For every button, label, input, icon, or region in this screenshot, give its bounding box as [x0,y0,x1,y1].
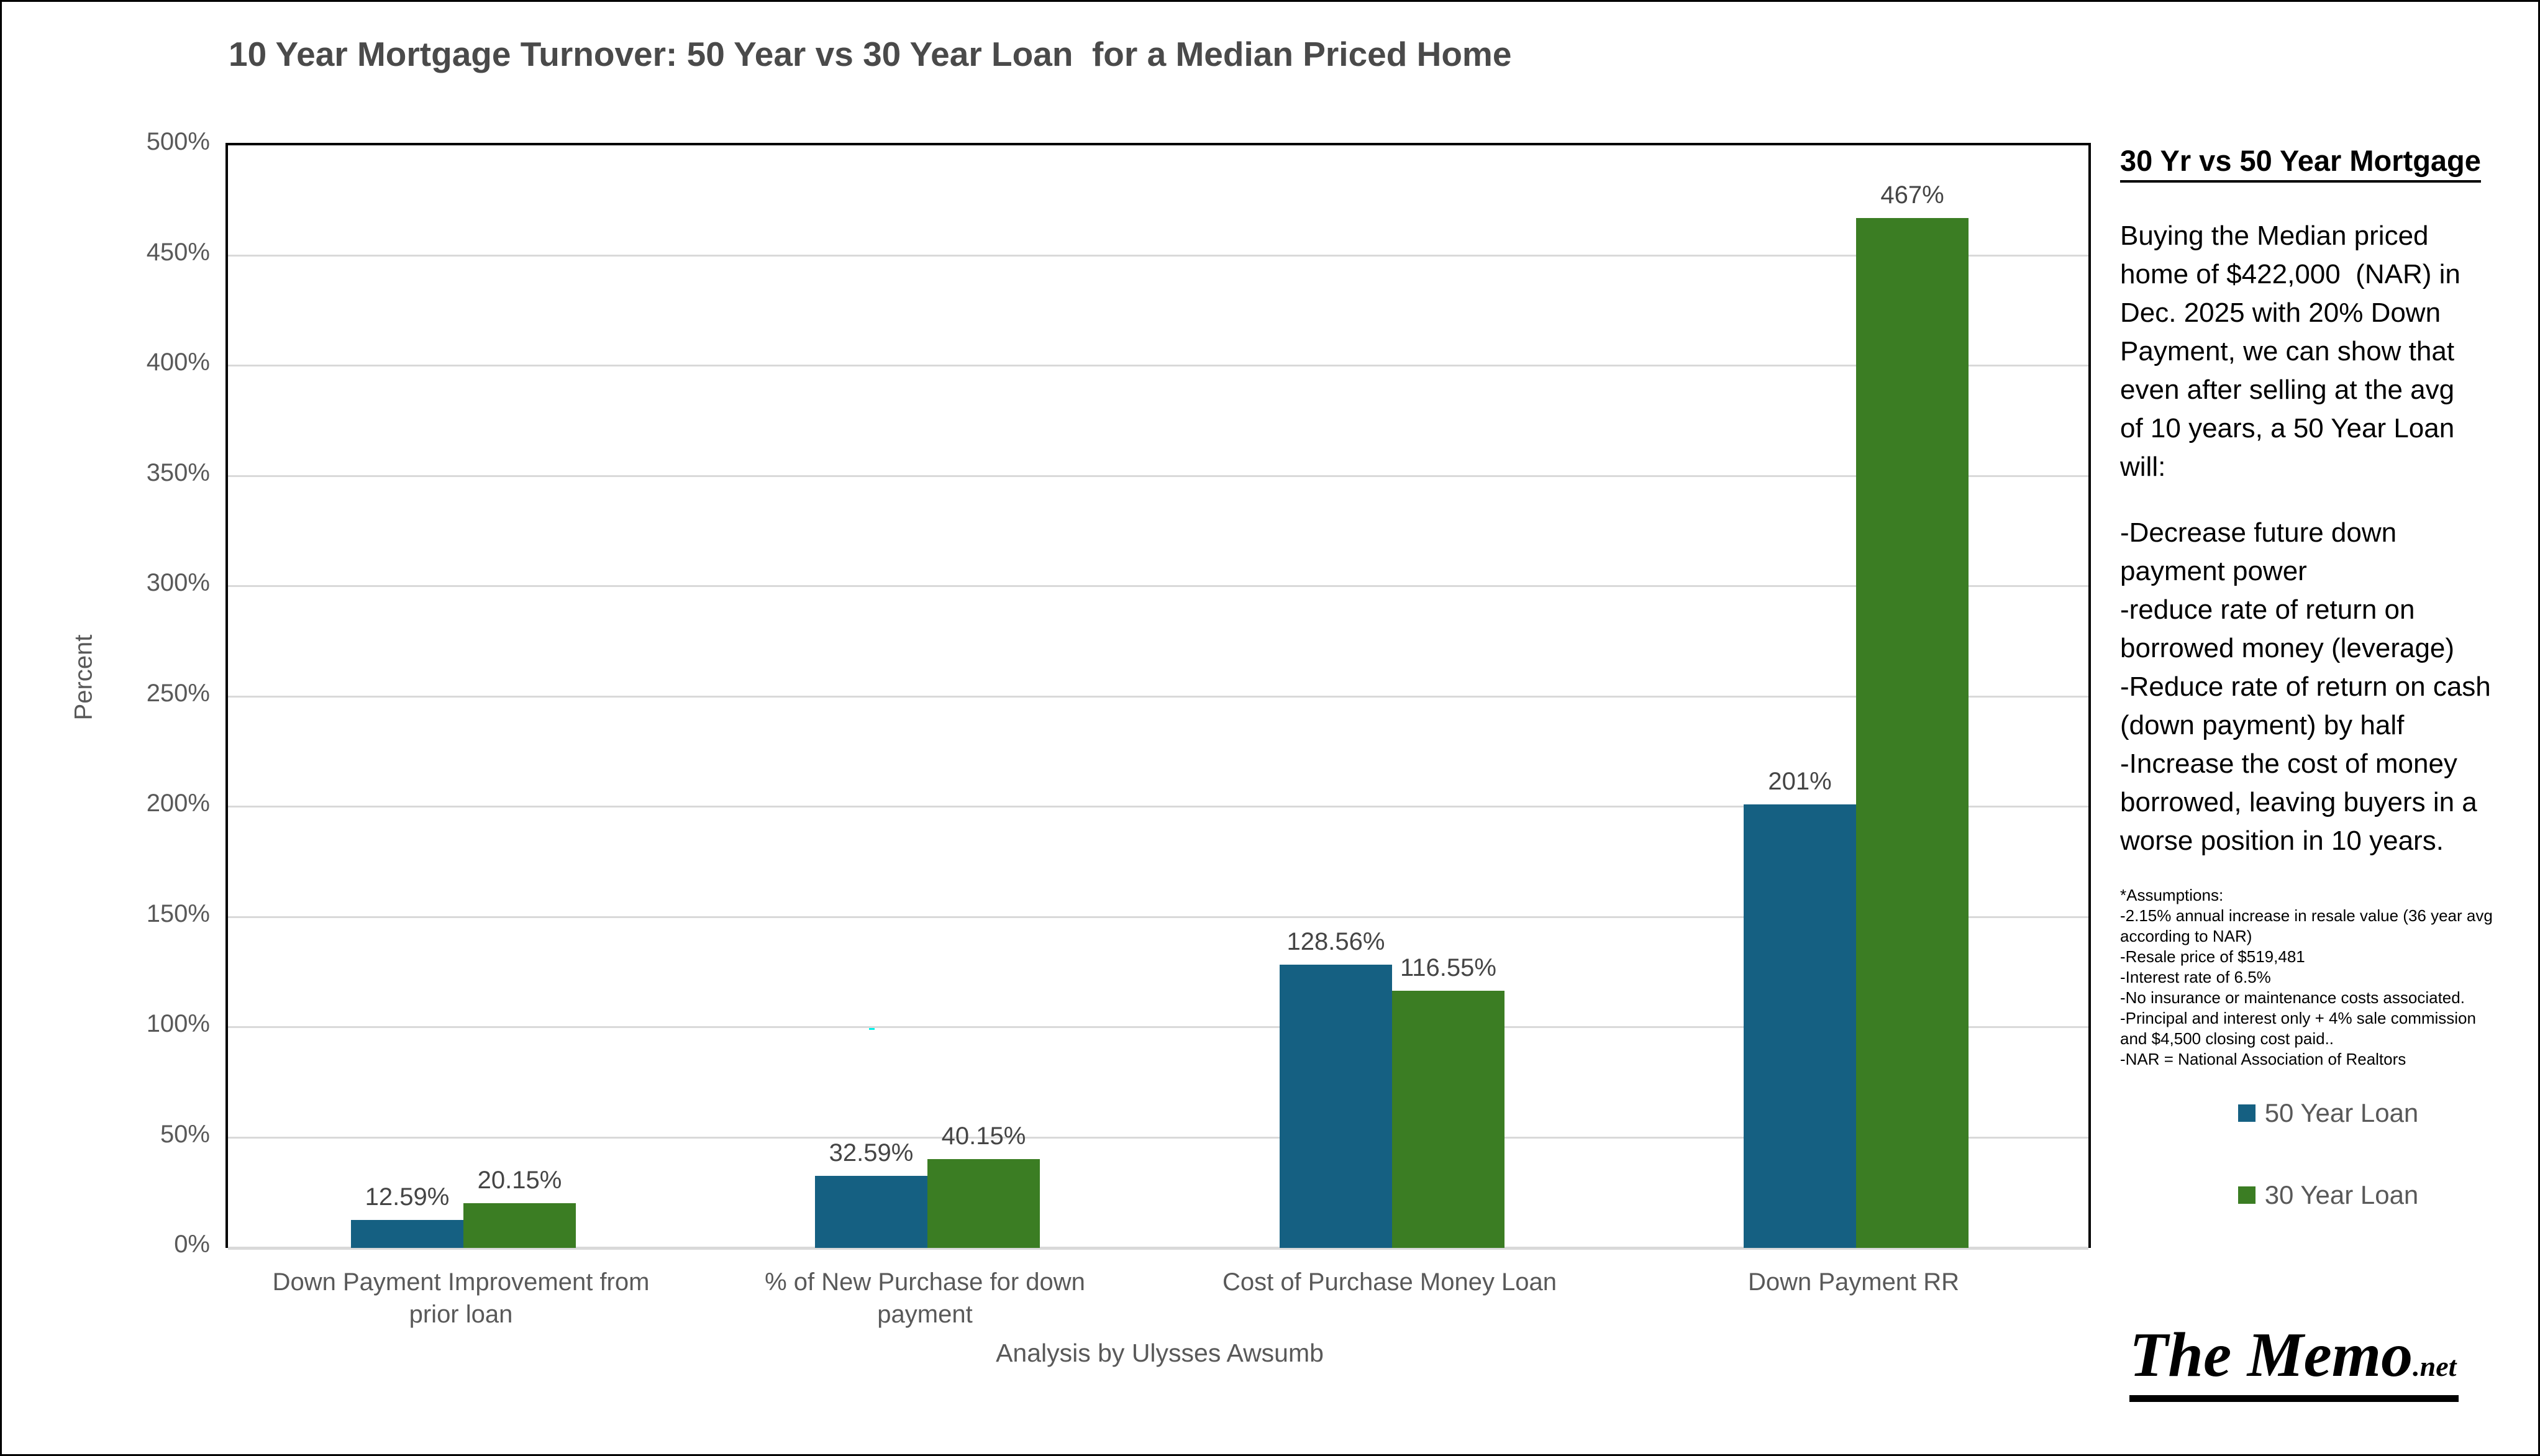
bar-value-label: 12.59% [365,1183,450,1211]
bar-50-year-loan-cat2 [1280,964,1392,1248]
y-tick-label: 50% [160,1120,210,1148]
logo-text: The Memo.net [2129,1320,2457,1390]
y-tick-label: 100% [146,1010,210,1037]
sidebar-assumptions: *Assumptions: -2.15% annual increase in … [2120,886,2493,1068]
legend-item-50-year-loan: 50 Year Loan [2120,1098,2536,1128]
bar-value-label: 128.56% [1286,927,1385,955]
gridline [228,475,2088,477]
bar-30-year-loan-cat1 [927,1159,1040,1248]
y-tick-label: 400% [146,348,210,376]
logo-underline [2129,1395,2459,1402]
the-memo-logo: The Memo.net [2129,1319,2490,1402]
gridline [228,1026,2088,1028]
bar-value-label: 40.15% [941,1122,1026,1150]
plot-area: 12.59% 32.59% 128.56% 201% 20.15% 40.15% 116.5… [225,143,2091,1250]
y-tick-label: 450% [146,238,210,266]
legend-item-30-year-loan: 30 Year Loan [2120,1180,2536,1210]
y-tick-label: 200% [146,789,210,817]
bar-30-year-loan-cat0 [463,1203,576,1248]
y-axis-title: Percent [70,634,98,721]
logo-suffix: .net [2413,1350,2457,1382]
chart-legend: 50 Year Loan 30 Year Loan [2120,1098,2536,1210]
chart-title: 10 Year Mortgage Turnover: 50 Year vs 30… [229,35,1512,73]
legend-label: 30 Year Loan [2264,1180,2419,1209]
bar-value-label: 116.55% [1400,954,1496,982]
bar-value-label: 32.59% [829,1139,914,1167]
x-axis-line [228,1247,2088,1250]
y-tick-label: 0% [174,1231,210,1258]
gridline [228,365,2088,366]
bar-value-label: 467% [1880,181,1944,209]
gridline [228,695,2088,698]
bar-30-year-loan-cat3 [1856,218,1969,1248]
y-tick-label: 250% [146,679,210,707]
bar-value-label: 20.15% [477,1167,562,1194]
legend-label: 50 Year Loan [2264,1098,2419,1127]
x-axis-note: Analysis by Ulysses Awsumb [996,1339,1324,1367]
legend-swatch-30-year-loan [2237,1186,2256,1204]
sidebar: 30 Yr vs 50 Year Mortgage Buying the Med… [2120,143,2536,1262]
bar-50-year-loan-cat1 [815,1176,927,1248]
bar-30-year-loan-cat2 [1392,991,1504,1248]
category-label-1: Down Payment Improvement from prior loan [272,1268,650,1328]
sidebar-paragraph: Buying the Median priced home of $422,00… [2120,221,2460,482]
y-tick-label: 500% [146,128,210,155]
gridline [228,585,2088,587]
category-label-4: Down Payment RR [1747,1268,1960,1296]
gridline [228,254,2088,257]
bar-value-label: 201% [1768,768,1832,796]
category-label-3: Cost of Purchase Money Loan [1222,1268,1557,1296]
gridline [228,806,2088,808]
bar-50-year-loan-cat0 [351,1220,463,1248]
sidebar-bullets: -Decrease future down payment power -red… [2120,517,2491,856]
category-label-2: % of New Purchase for down payment [765,1268,1085,1328]
legend-swatch-50-year-loan [2237,1104,2256,1122]
y-tick-label: 150% [146,899,210,927]
artifact-cyan-mark [869,1026,875,1030]
gridline [228,1136,2088,1139]
y-tick-label: 350% [146,458,210,486]
gridline [228,916,2088,918]
sidebar-heading: 30 Yr vs 50 Year Mortgage [2120,143,2536,183]
bar-50-year-loan-cat3 [1744,804,1856,1248]
y-tick-label: 300% [146,569,210,596]
